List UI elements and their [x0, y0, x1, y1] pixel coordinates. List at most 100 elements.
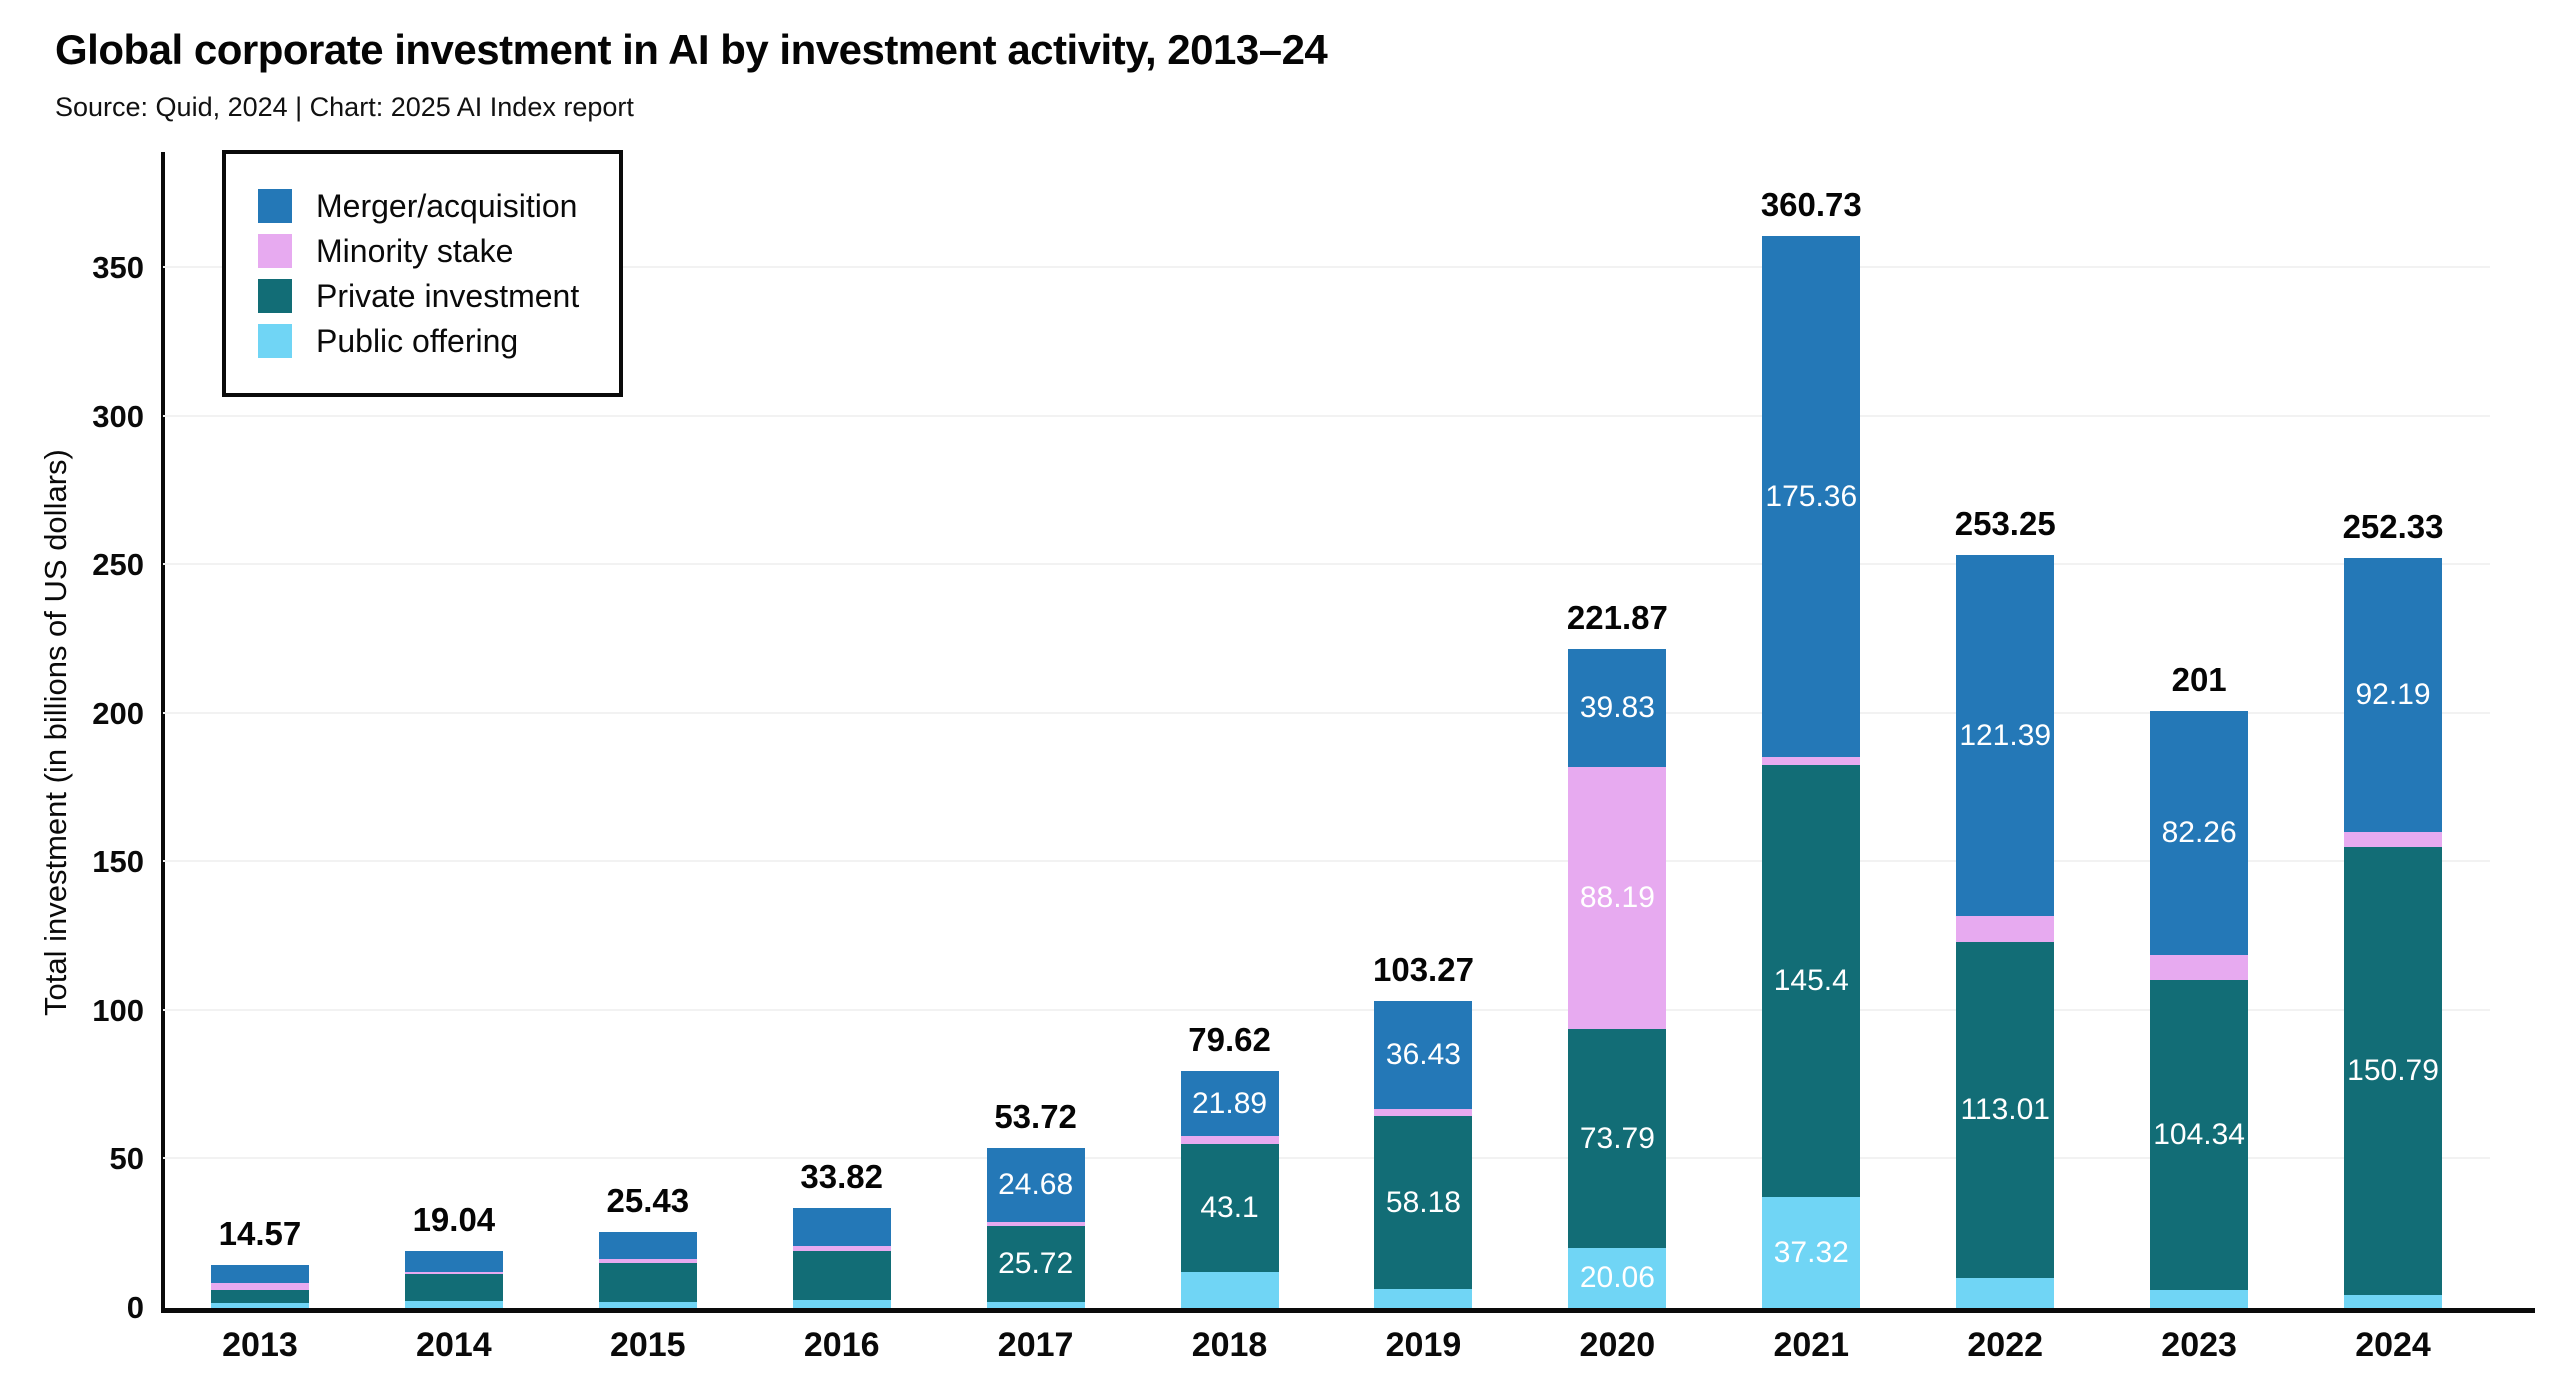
bar-total-label-2015: 25.43	[606, 1182, 690, 1220]
segment-2020-public: 20.06	[1568, 1248, 1667, 1308]
segment-value-label: 113.01	[1960, 1093, 2050, 1127]
segment-value-label: 175.36	[1765, 479, 1858, 513]
gridline-250	[163, 563, 2490, 566]
bar-2014: 19.04	[404, 1201, 503, 1308]
x-axis-line	[161, 1308, 2535, 1313]
segment-2023-merger: 82.26	[2150, 710, 2249, 956]
x-label-2022: 2022	[1967, 1326, 2044, 1364]
x-label-2014: 2014	[416, 1326, 492, 1364]
segment-2021-private: 145.4	[1762, 765, 1861, 1198]
segment-value-label: 58.18	[1385, 1185, 1461, 1219]
x-label-2015: 2015	[609, 1326, 686, 1364]
y-axis-line	[161, 152, 165, 1312]
segment-value-label: 20.06	[1579, 1261, 1655, 1295]
merger-swatch-icon	[258, 189, 292, 223]
x-label-2016: 2016	[803, 1326, 880, 1364]
plot-bars: 14.57 19.04 25.43 33.82 25.72 24.68 53.72 43.1 2…	[163, 158, 2490, 1308]
segment-2015-public	[598, 1302, 697, 1308]
segment-2021-minority	[1762, 757, 1861, 766]
segment-value-label: 37.32	[1773, 1235, 1849, 1269]
segment-value-label: 39.83	[1579, 690, 1655, 724]
segment-value-label: 43.1	[1200, 1190, 1259, 1224]
y-tick-200: 200	[92, 695, 144, 731]
segment-value-label: 150.79	[2347, 1053, 2439, 1087]
segment-2019-public	[1374, 1289, 1473, 1308]
bar-total-label-2014: 19.04	[412, 1201, 496, 1239]
x-label-2013: 2013	[222, 1326, 298, 1364]
x-label-2024: 2024	[2355, 1326, 2431, 1364]
segment-2016-public	[792, 1299, 891, 1308]
segment-2014-public	[404, 1300, 503, 1308]
private-swatch-icon	[258, 279, 292, 313]
gridline-300	[163, 414, 2490, 417]
bar-2018: 43.1 21.89 79.62	[1180, 1021, 1279, 1308]
legend-label: Public offering	[316, 322, 519, 359]
segment-2022-minority	[1956, 916, 2055, 943]
legend-item-merger: Merger/acquisition	[258, 187, 579, 225]
segment-2024-minority	[2344, 832, 2443, 847]
segment-value-label: 82.26	[2161, 815, 2237, 849]
legend-label: Private investment	[316, 277, 580, 314]
legend-item-minority: Minority stake	[258, 232, 579, 270]
x-label-2020: 2020	[1579, 1326, 1656, 1364]
legend-item-public: Public offering	[258, 322, 579, 360]
segment-2019-private: 58.18	[1374, 1116, 1473, 1290]
gridline-150	[163, 860, 2490, 863]
bar-2019: 58.18 36.43 103.27	[1373, 951, 1474, 1308]
segment-2018-private: 43.1	[1180, 1143, 1279, 1272]
segment-value-label: 36.43	[1385, 1038, 1461, 1072]
y-tick-150: 150	[92, 844, 144, 880]
segment-2019-minority	[1374, 1109, 1473, 1117]
segment-value-label: 88.19	[1579, 881, 1655, 915]
segment-2018-minority	[1180, 1136, 1279, 1144]
segment-value-label: 25.72	[998, 1246, 1074, 1280]
segment-value-label: 24.68	[998, 1168, 1074, 1202]
segment-2018-public	[1180, 1271, 1279, 1308]
gridline-200	[163, 711, 2490, 714]
bar-2023: 104.34 82.26 201	[2150, 661, 2249, 1308]
segment-2016-private	[792, 1251, 891, 1300]
y-axis-ticks: 0 50 100 150 200 250 300 350	[0, 158, 144, 1325]
bar-total-label-2024: 252.33	[2342, 508, 2444, 546]
legend-label: Merger/acquisition	[316, 187, 578, 224]
bar-total-label-2019: 103.27	[1372, 951, 1474, 989]
minority-swatch-icon	[258, 234, 292, 268]
segment-2015-minority	[598, 1258, 697, 1264]
segment-2016-merger	[792, 1207, 891, 1246]
bar-2020: 20.06 73.79 88.19 39.83 221.87	[1567, 599, 1668, 1308]
legend: Merger/acquisition Minority stake Privat…	[222, 150, 624, 397]
bar-2013: 14.57	[210, 1215, 309, 1308]
segment-2015-private	[598, 1263, 697, 1303]
segment-value-label: 92.19	[2355, 678, 2431, 712]
plot-gridlines	[163, 158, 2490, 1308]
segment-2023-minority	[2150, 955, 2249, 981]
bar-total-label-2018: 79.62	[1188, 1021, 1271, 1059]
segment-2022-private: 113.01	[1956, 942, 2055, 1279]
segment-2014-private	[404, 1273, 503, 1301]
segment-2018-merger: 21.89	[1180, 1071, 1279, 1137]
bar-2017: 25.72 24.68 53.72	[986, 1098, 1085, 1308]
segment-value-label: 73.79	[1579, 1121, 1655, 1155]
segment-value-label: 145.4	[1773, 964, 1849, 998]
segment-2020-minority: 88.19	[1568, 767, 1667, 1030]
bar-total-label-2022: 253.25	[1954, 505, 2056, 543]
gridline-50	[163, 1157, 2490, 1160]
segment-2023-private: 104.34	[2150, 980, 2249, 1291]
segment-value-label: 121.39	[1959, 718, 2052, 752]
bar-2021: 37.32 145.4 175.36 360.73	[1761, 186, 1862, 1308]
y-tick-350: 350	[92, 249, 144, 285]
segment-2015-merger	[598, 1232, 697, 1259]
gridline-350	[163, 265, 2490, 268]
y-tick-300: 300	[92, 398, 144, 434]
segment-2013-public	[210, 1303, 309, 1308]
bar-2015: 25.43	[598, 1182, 697, 1308]
bar-2016: 33.82	[792, 1158, 891, 1308]
x-label-2017: 2017	[997, 1326, 1074, 1364]
bar-total-label-2017: 53.72	[994, 1098, 1077, 1136]
segment-2024-public	[2344, 1294, 2443, 1308]
segment-2021-merger: 175.36	[1762, 236, 1861, 758]
y-tick-250: 250	[92, 547, 144, 583]
segment-2017-public	[986, 1302, 1085, 1308]
segment-2024-merger: 92.19	[2344, 558, 2443, 833]
